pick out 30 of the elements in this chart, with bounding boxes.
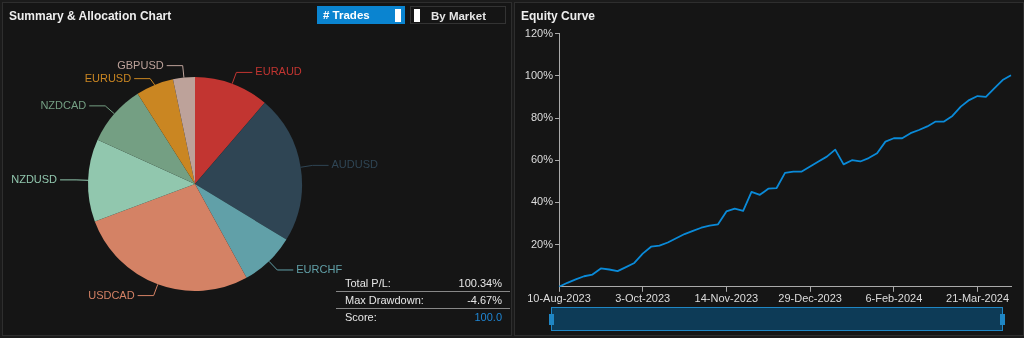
chart-title: Summary & Allocation Chart xyxy=(9,9,172,23)
text: -4.67% xyxy=(467,294,502,306)
y-tick-label: 60% xyxy=(530,153,554,166)
x-tick-label: 6-Feb-2024 xyxy=(865,292,923,305)
y-tick-label: 40% xyxy=(530,195,554,208)
x-tick-label: 10-Aug-2023 xyxy=(527,292,591,305)
x-tick-label: 21-Mar-2024 xyxy=(946,292,1010,305)
slice-label: USDCAD xyxy=(88,288,135,301)
x-tick-label: 29-Dec-2023 xyxy=(778,292,842,305)
slice-label: AUDUSD xyxy=(331,158,379,171)
text: Total P/L: xyxy=(345,277,391,289)
slice-label: EURUSD xyxy=(84,71,132,84)
slice-label: EURAUD xyxy=(255,65,302,78)
text: By Market xyxy=(410,6,506,24)
x-tick-label: 3-Oct-2023 xyxy=(615,292,671,305)
slice-label: GBPUSD xyxy=(117,58,164,71)
text: 100.34% xyxy=(458,277,502,289)
text: # Trades xyxy=(317,6,405,24)
y-tick-label: 80% xyxy=(530,111,554,124)
text: Max Drawdown: xyxy=(345,294,424,306)
chart-title: Equity Curve xyxy=(521,9,596,23)
x-tick-label: 14-Nov-2023 xyxy=(694,292,759,305)
slice-label: EURCHF xyxy=(296,263,343,276)
slice-label: NZDUSD xyxy=(11,172,58,185)
text: Score: xyxy=(345,311,377,323)
text: 100.0 xyxy=(474,311,502,323)
y-tick-label: 20% xyxy=(530,237,554,250)
y-tick-label: 120% xyxy=(524,26,554,39)
slice-label: NZDCAD xyxy=(40,98,87,111)
y-tick-label: 100% xyxy=(524,68,554,81)
